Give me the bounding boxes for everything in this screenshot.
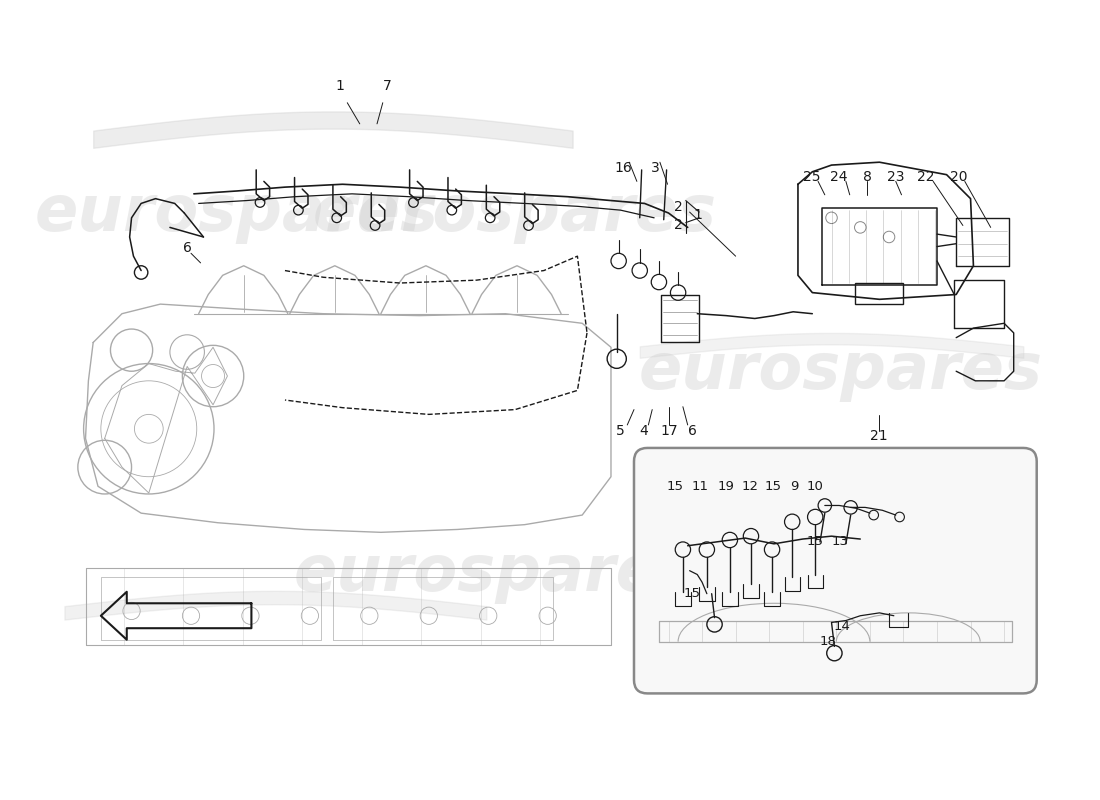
Text: 21: 21	[870, 430, 888, 443]
Text: 4: 4	[639, 424, 648, 438]
Text: 9: 9	[790, 480, 799, 493]
Text: 14: 14	[834, 620, 850, 633]
Text: 6: 6	[688, 424, 697, 438]
FancyBboxPatch shape	[634, 448, 1036, 694]
Text: 16: 16	[615, 161, 632, 175]
Text: 8: 8	[862, 170, 871, 183]
Text: eurospares: eurospares	[639, 340, 1043, 402]
Text: 23: 23	[887, 170, 904, 183]
Text: 17: 17	[661, 424, 679, 438]
Text: 15: 15	[667, 480, 684, 493]
Text: 6: 6	[183, 242, 191, 255]
Text: eurospares: eurospares	[314, 182, 717, 244]
Text: 15: 15	[806, 535, 824, 549]
Text: 18: 18	[820, 635, 836, 648]
Text: 20: 20	[950, 170, 968, 183]
Text: 1: 1	[336, 79, 344, 94]
Text: 15: 15	[684, 587, 701, 600]
Text: 2: 2	[673, 200, 682, 214]
Text: 13: 13	[832, 535, 848, 549]
Bar	[856, 283, 903, 304]
Text: 10: 10	[806, 480, 824, 493]
Text: 7: 7	[383, 79, 392, 94]
Text: 15: 15	[764, 480, 781, 493]
Text: 11: 11	[692, 480, 708, 493]
Text: 24: 24	[830, 170, 848, 183]
Text: eurospares: eurospares	[294, 542, 697, 603]
Text: 2: 2	[673, 218, 682, 233]
Text: 19: 19	[717, 480, 735, 493]
Text: 3: 3	[651, 161, 660, 175]
Text: 22: 22	[916, 170, 934, 183]
Text: eurospares: eurospares	[35, 182, 439, 244]
Text: 12: 12	[741, 480, 759, 493]
Text: 25: 25	[803, 170, 821, 183]
Text: 5: 5	[616, 424, 625, 438]
Text: 1: 1	[694, 208, 703, 222]
